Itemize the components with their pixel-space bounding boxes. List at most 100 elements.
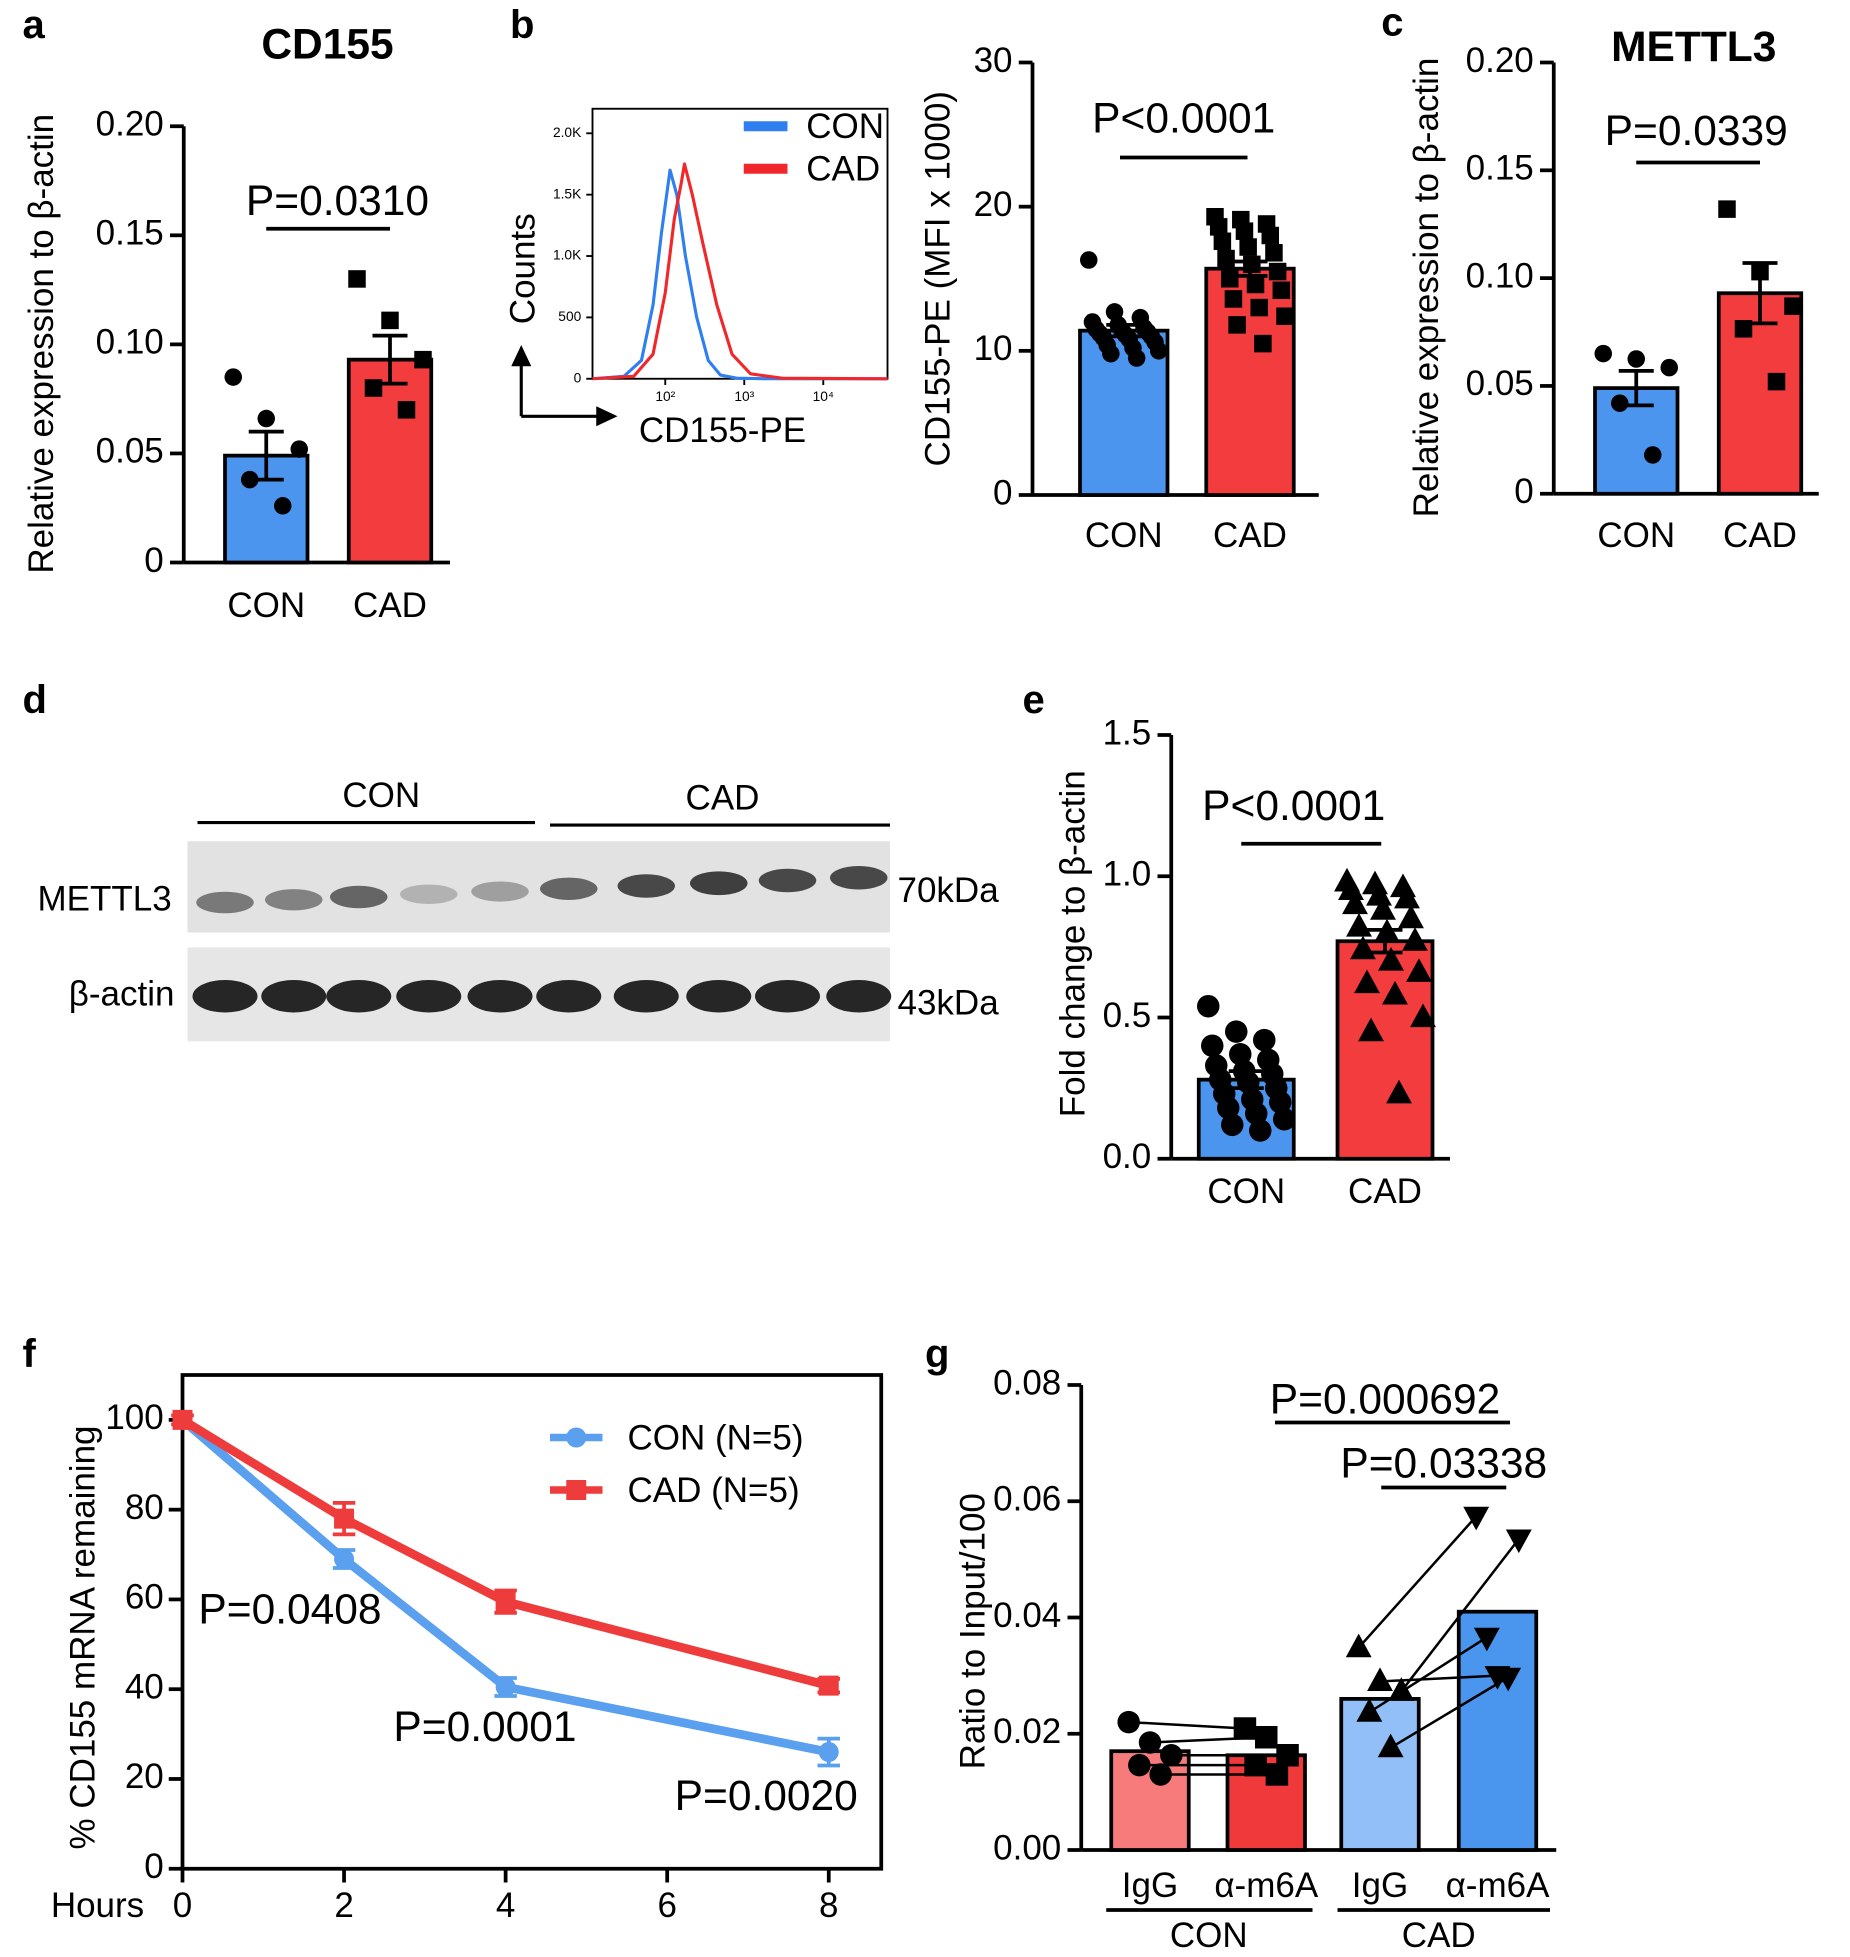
data-point xyxy=(1229,1042,1252,1066)
data-point xyxy=(1149,1763,1172,1786)
data-point xyxy=(1213,232,1232,251)
data-point xyxy=(1356,1698,1383,1722)
data-point xyxy=(1338,876,1364,900)
p-value: P=0.0310 xyxy=(246,178,429,225)
data-point xyxy=(1269,1091,1292,1114)
data-point xyxy=(1272,281,1291,300)
data-point xyxy=(1220,270,1239,288)
data-point xyxy=(1354,969,1380,994)
data-point xyxy=(1244,1753,1267,1777)
data-point xyxy=(1128,1753,1151,1777)
data-point xyxy=(1473,1627,1500,1652)
y-tick-label: 10 xyxy=(974,329,1013,368)
y-tick-label: 100 xyxy=(105,1398,163,1437)
y-tick-label: 1.0 xyxy=(1103,855,1152,894)
category-label: CON xyxy=(1085,516,1163,555)
pair-line xyxy=(1128,1720,1246,1730)
data-point xyxy=(172,1409,193,1430)
data-point xyxy=(1254,334,1272,353)
blot-band xyxy=(830,866,888,890)
pair-line xyxy=(1400,1538,1520,1693)
y-tick-label: 0.05 xyxy=(96,432,164,471)
y-tick-label: 1.5 xyxy=(1103,713,1152,752)
data-point xyxy=(1127,349,1146,367)
y-tick-label: 0.15 xyxy=(1466,149,1534,188)
y-tick-label: 0.5 xyxy=(1103,996,1152,1035)
p-value: P<0.0001 xyxy=(1202,783,1385,830)
blot-band xyxy=(826,980,892,1013)
category-label: CON xyxy=(1597,516,1675,555)
blot-band xyxy=(613,980,679,1013)
data-point xyxy=(1342,890,1368,915)
y-tick-label: 0.00 xyxy=(993,1828,1061,1867)
y-tick-label: 500 xyxy=(558,309,581,324)
data-point xyxy=(1197,994,1220,1018)
x-tick-label: 2 xyxy=(334,1886,353,1925)
data-point xyxy=(1370,896,1396,920)
blot-band xyxy=(192,980,258,1013)
data-point xyxy=(1265,244,1283,262)
data-point xyxy=(1245,1102,1268,1125)
y-tick-label: 0 xyxy=(993,473,1012,512)
blot-band xyxy=(400,884,458,904)
data-point xyxy=(1505,1529,1532,1554)
data-point xyxy=(1394,884,1420,909)
data-point xyxy=(1117,1710,1140,1734)
data-point xyxy=(1239,238,1257,256)
data-point xyxy=(1150,342,1168,360)
x-axis-label: CD155-PE xyxy=(639,411,806,450)
data-point xyxy=(1366,881,1392,906)
bar xyxy=(1456,1609,1539,1852)
y-tick-label: 0.05 xyxy=(1466,364,1534,403)
data-point xyxy=(1358,1017,1384,1042)
panel-letter: d xyxy=(23,678,47,722)
legend-label: CON (N=5) xyxy=(628,1418,804,1457)
category-label: CON xyxy=(1207,1172,1285,1211)
data-point xyxy=(1386,1079,1412,1104)
blot-band xyxy=(265,889,323,911)
y-axis-label: Ratio to Input/100 xyxy=(953,1493,992,1769)
y-tick-label: 0 xyxy=(144,541,163,580)
data-point xyxy=(1402,927,1428,951)
y-tick-label: 20 xyxy=(125,1757,164,1796)
blot-band xyxy=(326,980,392,1013)
category-label: CAD xyxy=(1213,516,1287,555)
blot-band xyxy=(330,885,388,909)
data-point xyxy=(1201,1034,1224,1057)
blot-band xyxy=(536,980,602,1013)
data-point xyxy=(1463,1506,1490,1531)
p-value: P=0.0020 xyxy=(675,1773,858,1820)
group-label: CAD xyxy=(686,778,760,817)
data-point xyxy=(1233,1717,1257,1740)
y-tick-label: 0.04 xyxy=(993,1596,1061,1635)
y-tick-label: 30 xyxy=(974,41,1013,80)
x-axis-label: Hours xyxy=(51,1886,144,1925)
data-point xyxy=(1660,358,1678,377)
pair-line xyxy=(1357,1515,1478,1649)
data-point xyxy=(381,311,399,330)
data-point xyxy=(1378,946,1404,971)
y-tick-label: 0 xyxy=(1514,472,1533,511)
data-point xyxy=(818,1675,839,1696)
data-point xyxy=(818,1742,839,1763)
data-point xyxy=(334,1508,355,1529)
blot-band xyxy=(196,891,254,914)
y-tick-label: 40 xyxy=(125,1667,164,1706)
pair-line xyxy=(1368,1636,1488,1714)
bar xyxy=(1716,291,1804,496)
row-label: β-actin xyxy=(69,975,175,1014)
row-label: METTL3 xyxy=(38,880,172,919)
y-tick-label: 0.06 xyxy=(993,1480,1061,1519)
bar xyxy=(1339,1696,1421,1852)
data-point xyxy=(1594,344,1612,363)
data-point xyxy=(1406,958,1432,982)
data-point xyxy=(495,1676,516,1697)
x-tick-label: 8 xyxy=(819,1886,838,1925)
panel-letter: c xyxy=(1381,1,1403,45)
data-point xyxy=(1160,1744,1183,1767)
chart-title: METTL3 xyxy=(1611,24,1776,71)
data-point xyxy=(1250,298,1268,317)
blot-band xyxy=(396,980,462,1013)
arrow-head xyxy=(596,406,618,427)
